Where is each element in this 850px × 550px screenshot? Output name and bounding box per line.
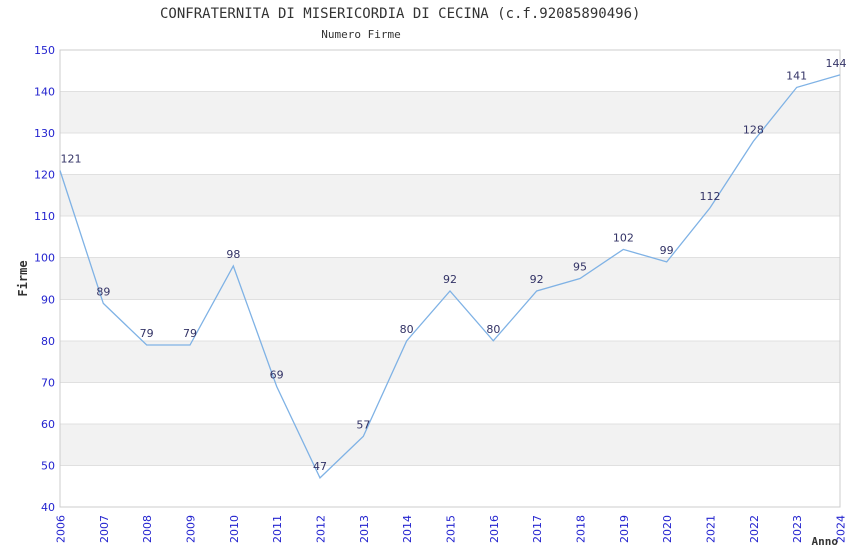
plot-band <box>60 382 840 424</box>
data-point-label: 92 <box>443 273 457 286</box>
y-tick-label: 100 <box>34 252 55 265</box>
plot-band <box>60 174 840 217</box>
data-point-label: 79 <box>183 327 197 340</box>
y-tick-label: 50 <box>41 459 55 472</box>
plot-band <box>60 91 840 134</box>
x-tick-label: 2019 <box>618 515 631 543</box>
data-point-label: 47 <box>313 460 327 473</box>
data-point-label: 95 <box>573 261 587 274</box>
data-point-label: 57 <box>356 418 370 431</box>
chart-title: CONFRATERNITA DI MISERICORDIA DI CECINA … <box>160 6 641 22</box>
plot-band <box>60 340 840 383</box>
x-tick-label: 2013 <box>358 515 371 543</box>
data-point-label: 128 <box>743 123 764 136</box>
x-tick-label: 2015 <box>445 515 458 543</box>
y-tick-label: 140 <box>34 86 55 99</box>
plot-band <box>60 257 840 300</box>
data-point-label: 92 <box>530 273 544 286</box>
data-point-label: 80 <box>400 323 414 336</box>
x-tick-label: 2021 <box>705 515 718 543</box>
y-tick-label: 80 <box>41 335 55 348</box>
data-point-label: 99 <box>660 244 674 257</box>
x-tick-label: 2018 <box>575 515 588 543</box>
x-tick-label: 2009 <box>185 515 198 543</box>
x-tick-label: 2024 <box>835 515 848 543</box>
plot-band <box>60 216 840 258</box>
x-tick-label: 2022 <box>748 515 761 543</box>
chart-subtitle: Numero Firme <box>321 28 401 41</box>
x-tick-label: 2020 <box>661 515 674 543</box>
plot-band <box>60 465 840 507</box>
data-point-label: 144 <box>826 57 847 70</box>
y-tick-label: 70 <box>41 376 55 389</box>
data-point-label: 79 <box>140 327 154 340</box>
plot-band <box>60 423 840 466</box>
plot-band <box>60 133 840 175</box>
x-tick-label: 2007 <box>98 515 111 543</box>
x-tick-label: 2016 <box>488 515 501 543</box>
x-tick-label: 2008 <box>141 515 154 543</box>
data-point-label: 121 <box>61 152 82 165</box>
y-tick-label: 120 <box>34 169 55 182</box>
x-tick-label: 2010 <box>228 515 241 543</box>
y-tick-label: 110 <box>34 210 55 223</box>
y-tick-label: 150 <box>34 44 55 57</box>
data-point-label: 69 <box>270 369 284 382</box>
plot-border <box>59 49 841 508</box>
x-tick-label: 2014 <box>401 515 414 543</box>
y-tick-label: 60 <box>41 418 55 431</box>
data-line <box>59 74 841 479</box>
x-tick-label: 2012 <box>315 515 328 543</box>
plot-band <box>60 50 840 92</box>
plot-band <box>60 299 840 341</box>
y-tick-label: 90 <box>41 293 55 306</box>
x-tick-label: 2011 <box>271 515 284 543</box>
data-point-label: 80 <box>486 323 500 336</box>
x-tick-label: 2023 <box>791 515 804 543</box>
data-point-label: 112 <box>700 190 721 203</box>
data-point-label: 141 <box>786 69 807 82</box>
x-tick-label: 2006 <box>55 515 68 543</box>
data-point-label: 89 <box>96 285 110 298</box>
data-point-label: 102 <box>613 231 634 244</box>
y-tick-label: 130 <box>34 127 55 140</box>
y-axis-title: Firme <box>16 260 30 296</box>
x-axis-title: Anno <box>812 535 839 548</box>
data-point-label: 98 <box>226 248 240 261</box>
y-tick-label: 40 <box>41 501 55 514</box>
x-tick-label: 2017 <box>531 515 544 543</box>
